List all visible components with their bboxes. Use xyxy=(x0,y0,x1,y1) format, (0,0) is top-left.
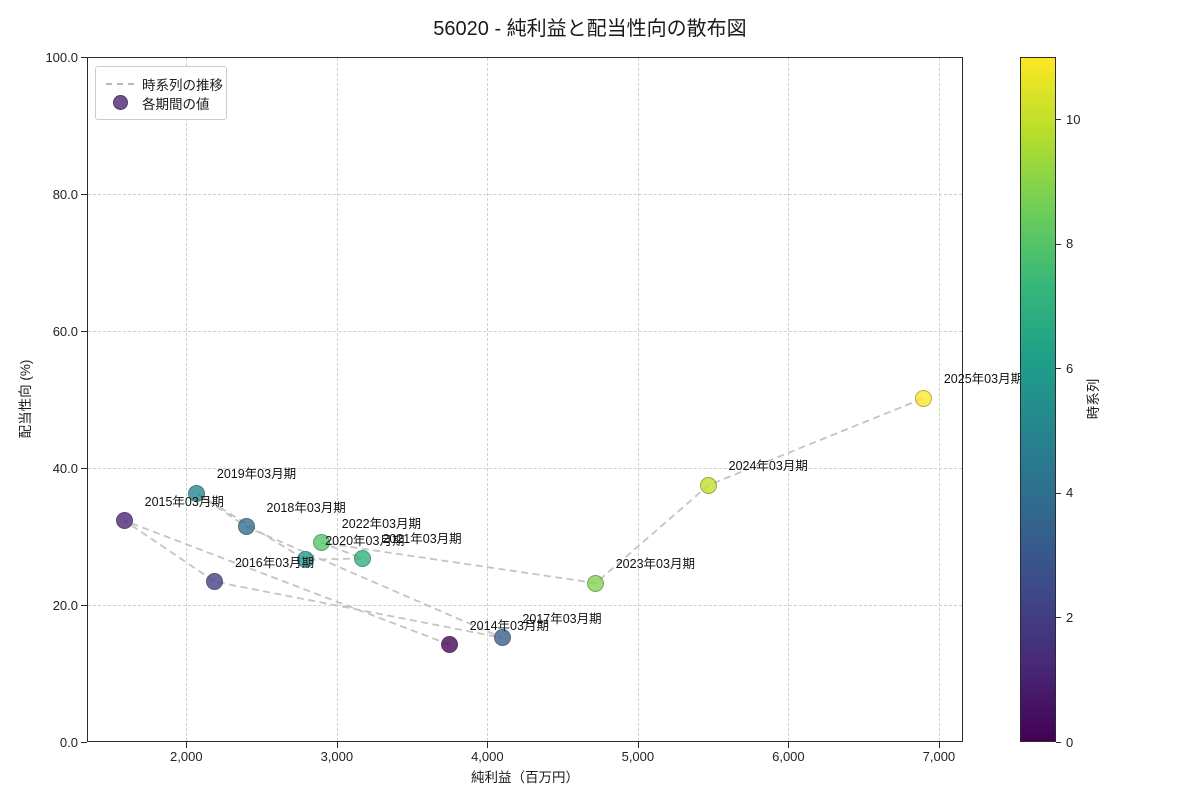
x-tick-mark xyxy=(938,742,940,748)
colorbar-tick-label: 8 xyxy=(1066,236,1074,252)
y-tick-label: 20.0 xyxy=(52,597,78,613)
point-annotation-2024年03月期: 2024年03月期 xyxy=(728,459,808,474)
y-gridline xyxy=(88,605,962,606)
x-tick-label: 5,000 xyxy=(621,749,655,764)
colorbar-tick-label: 0 xyxy=(1066,734,1074,750)
colorbar-tick-label: 4 xyxy=(1066,485,1074,501)
x-gridline xyxy=(487,58,489,741)
x-tick-label: 2,000 xyxy=(170,749,203,764)
y-tick-label: 60.0 xyxy=(52,323,78,339)
y-gridline xyxy=(88,331,962,332)
colorbar xyxy=(1020,57,1056,742)
x-tick-label: 3,000 xyxy=(320,749,354,764)
x-tick-mark xyxy=(788,742,790,748)
point-annotation-2018年03月期: 2018年03月期 xyxy=(266,500,346,515)
colorbar-tick-label: 2 xyxy=(1066,609,1074,625)
point-annotation-2019年03月期: 2019年03月期 xyxy=(216,467,297,482)
legend-item-marker: 各期間の値 xyxy=(106,94,216,112)
x-tick-label: 7,000 xyxy=(922,749,956,764)
colorbar-tick-mark xyxy=(1056,742,1061,743)
y-tick-label: 100.0 xyxy=(45,49,78,65)
point-annotation-2016年03月期: 2016年03月期 xyxy=(234,555,315,570)
colorbar-label: 時系列 xyxy=(1086,378,1101,420)
y-tick-label: 0.0 xyxy=(59,734,78,750)
x-tick-label: 6,000 xyxy=(772,749,805,764)
colorbar-tick-label: 10 xyxy=(1066,111,1081,127)
x-gridline xyxy=(938,58,940,741)
x-gridline xyxy=(637,58,639,741)
y-axis-label: 配当性向 (%) xyxy=(18,359,33,439)
point-annotation-2023年03月期: 2023年03月期 xyxy=(615,557,695,572)
plot-area xyxy=(87,57,963,742)
x-tick-mark xyxy=(487,742,489,748)
y-tick-mark xyxy=(81,57,87,58)
legend-marker-swatch xyxy=(112,95,128,110)
y-gridline xyxy=(88,194,962,195)
data-point-2023年03月期 xyxy=(587,574,605,592)
x-tick-label: 4,000 xyxy=(471,749,504,764)
x-gridline xyxy=(336,58,338,741)
point-annotation-2017年03月期: 2017年03月期 xyxy=(522,611,602,626)
y-tick-mark xyxy=(81,605,87,606)
colorbar-tick-mark xyxy=(1056,368,1061,370)
data-point-2025年03月期 xyxy=(915,389,933,407)
point-annotation-2025年03月期: 2025年03月期 xyxy=(943,372,1024,387)
data-point-2024年03月期 xyxy=(700,476,718,494)
y-tick-label: 80.0 xyxy=(52,186,78,202)
legend-item-line: 時系列の推移 xyxy=(106,75,223,93)
legend-label-marker: 各期間の値 xyxy=(142,96,210,112)
x-tick-mark xyxy=(336,742,338,748)
point-annotation-2015年03月期: 2015年03月期 xyxy=(144,494,224,509)
chart-title: 56020 - 純利益と配当性向の散布図 xyxy=(433,18,747,40)
x-gridline xyxy=(788,58,790,741)
x-axis-label: 純利益（百万円） xyxy=(471,770,579,785)
x-tick-mark xyxy=(637,742,639,748)
point-annotation-2022年03月期: 2022年03月期 xyxy=(341,516,422,531)
colorbar-tick-mark xyxy=(1056,492,1061,494)
y-tick-mark xyxy=(81,742,87,743)
data-point-2021年03月期 xyxy=(353,549,371,567)
legend: 時系列の推移 各期間の値 xyxy=(95,66,227,120)
legend-dashed-line-swatch xyxy=(106,82,134,85)
colorbar-tick-mark xyxy=(1056,243,1061,245)
y-tick-mark xyxy=(81,331,87,332)
colorbar-tick-mark xyxy=(1056,119,1061,121)
colorbar-tick-mark xyxy=(1056,617,1061,619)
x-tick-mark xyxy=(186,742,188,748)
y-tick-mark xyxy=(81,468,87,469)
legend-label-line: 時系列の推移 xyxy=(142,77,223,93)
point-annotation-2021年03月期: 2021年03月期 xyxy=(382,532,462,547)
x-gridline xyxy=(186,58,188,741)
y-tick-label: 40.0 xyxy=(52,460,78,476)
colorbar-tick-label: 6 xyxy=(1066,360,1074,376)
y-tick-mark xyxy=(81,194,87,195)
